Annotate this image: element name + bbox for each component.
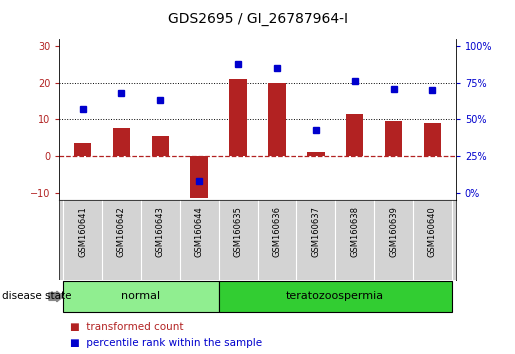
Bar <box>63 281 219 312</box>
Bar <box>151 136 169 156</box>
Text: GDS2695 / GI_26787964-I: GDS2695 / GI_26787964-I <box>167 12 348 27</box>
FancyArrow shape <box>49 291 63 302</box>
Text: disease state: disease state <box>2 291 71 302</box>
Bar <box>191 156 208 198</box>
Text: GSM160638: GSM160638 <box>350 206 359 257</box>
Text: GSM160640: GSM160640 <box>428 206 437 257</box>
Bar <box>219 281 452 312</box>
Text: teratozoospermia: teratozoospermia <box>286 291 384 301</box>
Text: normal: normal <box>122 291 161 301</box>
Bar <box>307 153 324 156</box>
Text: GSM160639: GSM160639 <box>389 206 398 257</box>
Bar <box>424 123 441 156</box>
Bar <box>385 121 402 156</box>
Text: GSM160641: GSM160641 <box>78 206 87 257</box>
Text: GSM160642: GSM160642 <box>117 206 126 257</box>
Bar <box>346 114 364 156</box>
Text: GSM160637: GSM160637 <box>311 206 320 257</box>
Bar <box>74 143 91 156</box>
Text: GSM160643: GSM160643 <box>156 206 165 257</box>
Text: ■  transformed count: ■ transformed count <box>70 322 183 332</box>
Text: ■  percentile rank within the sample: ■ percentile rank within the sample <box>70 338 262 348</box>
Text: GSM160635: GSM160635 <box>234 206 243 257</box>
Bar <box>113 127 130 156</box>
Bar <box>268 83 286 156</box>
Text: GSM160644: GSM160644 <box>195 206 204 257</box>
Text: GSM160636: GSM160636 <box>272 206 281 257</box>
Bar <box>229 79 247 156</box>
